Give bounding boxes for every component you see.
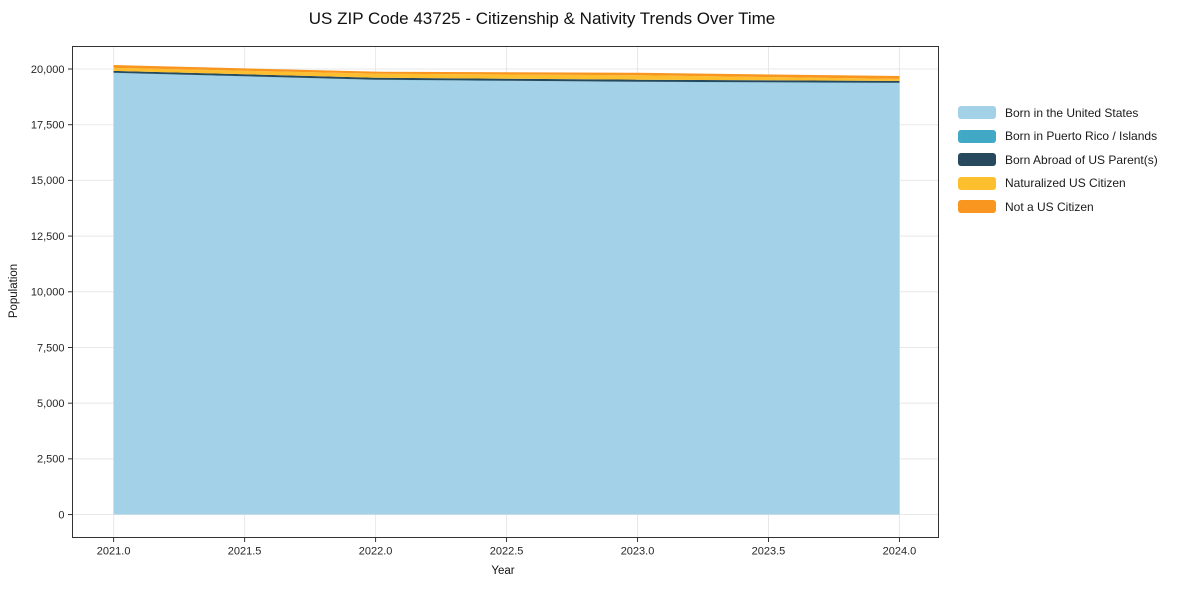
x-tick-label: 2024.0 xyxy=(883,546,917,558)
legend-swatch-icon xyxy=(958,106,996,119)
legend-item: Not a US Citizen xyxy=(958,199,1158,214)
legend-swatch-icon xyxy=(958,176,996,190)
y-tick-label: 15,000 xyxy=(31,175,65,187)
legend-item-label: Naturalized US Citizen xyxy=(1005,176,1126,190)
stacked-area-band-4 xyxy=(113,65,900,79)
y-tick-label: 17,500 xyxy=(31,119,65,131)
x-tick-label: 2021.5 xyxy=(228,546,262,558)
legend: Born in the United States Born in Puerto … xyxy=(958,106,1158,224)
legend-item-label: Born in the United States xyxy=(1005,105,1139,120)
y-tick-label: 7,500 xyxy=(37,342,65,354)
x-tick-label: 2022.5 xyxy=(490,546,524,558)
y-tick-label: 2,500 xyxy=(37,454,65,466)
chart-title: US ZIP Code 43725 - Citizenship & Nativi… xyxy=(308,9,776,28)
legend-swatch-icon xyxy=(958,153,996,166)
legend-item-label: Not a US Citizen xyxy=(1005,199,1094,214)
legend-item: Born Abroad of US Parent(s) xyxy=(958,152,1158,167)
legend-swatch-icon xyxy=(958,200,996,213)
y-tick-label: 20,000 xyxy=(31,64,65,76)
legend-swatch-icon xyxy=(958,129,996,143)
x-tick-label: 2023.0 xyxy=(621,546,655,558)
y-tick-label: 5,000 xyxy=(37,398,65,410)
legend-item: Born in Puerto Rico / Islands xyxy=(958,129,1158,143)
stacked-area-band-3 xyxy=(113,67,900,81)
x-tick-label: 2021.0 xyxy=(97,546,131,558)
legend-item: Born in the United States xyxy=(958,105,1158,120)
x-tick-label: 2022.0 xyxy=(359,546,393,558)
x-tick-label: 2023.5 xyxy=(752,546,786,558)
y-tick-label: 0 xyxy=(58,509,64,521)
legend-item-label: Born in Puerto Rico / Islands xyxy=(1005,129,1158,143)
stacked-area-band-2 xyxy=(113,70,900,83)
stacked-area-band-0 xyxy=(113,73,900,515)
y-tick-label: 12,500 xyxy=(31,231,65,243)
x-axis-label: Year xyxy=(491,565,515,577)
legend-item-label: Born Abroad of US Parent(s) xyxy=(1005,152,1158,167)
legend-item: Naturalized US Citizen xyxy=(958,176,1158,190)
y-tick-label: 10,000 xyxy=(31,287,65,299)
